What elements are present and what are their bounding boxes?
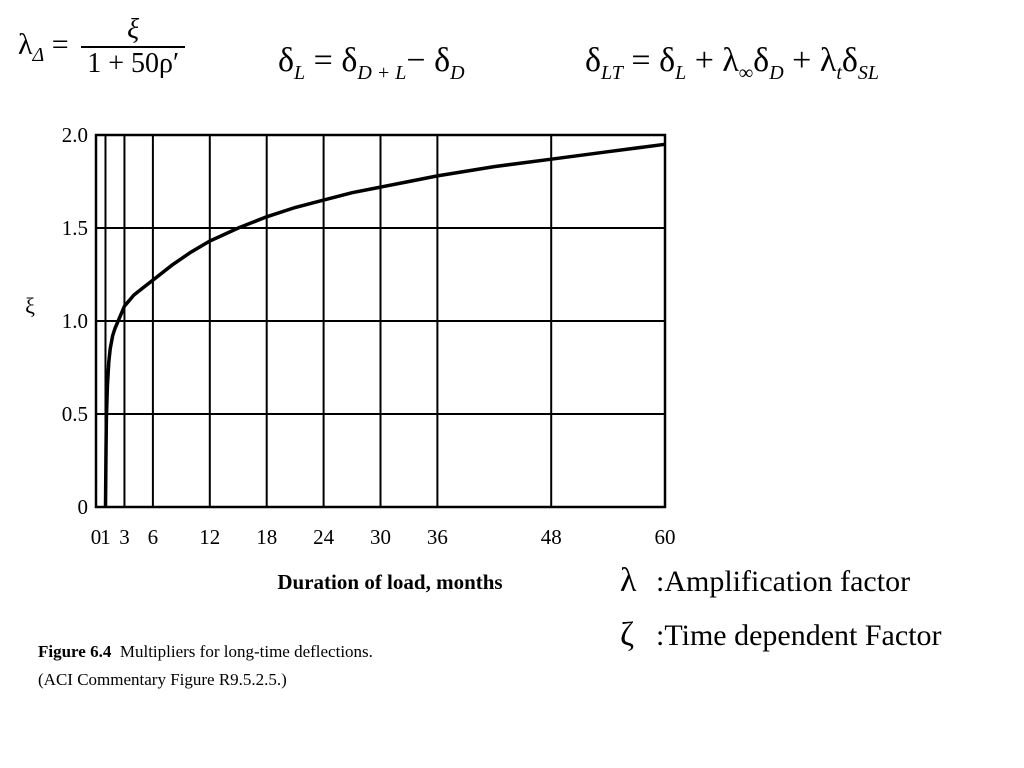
formula-term: = δ xyxy=(631,42,676,79)
formula-numerator: ξ xyxy=(81,14,186,48)
legend-time-dependent: ζ :Time dependent Factor xyxy=(620,616,942,654)
x-tick-label: 48 xyxy=(541,525,562,549)
x-tick-label: 12 xyxy=(199,525,220,549)
formula-lambda-delta: λΔ = ξ 1 + 50ρ′ xyxy=(18,14,186,80)
x-tick-label: 3 xyxy=(119,525,130,549)
figure-label: Figure 6.4 xyxy=(38,642,112,661)
chart-grid xyxy=(94,133,667,509)
y-tick-label: 0.5 xyxy=(62,402,88,426)
figure-source: (ACI Commentary Figure R9.5.2.5.) xyxy=(38,670,287,689)
formula-sub: D + L xyxy=(357,61,407,84)
multiplier-curve xyxy=(103,142,666,508)
legend-text: :Amplification factor xyxy=(656,565,911,598)
formula-term: + λ xyxy=(792,42,837,79)
x-tick-label: 60 xyxy=(655,525,676,549)
x-tick-label: 36 xyxy=(427,525,448,549)
formula-sub: SL xyxy=(857,61,880,84)
x-axis-label: Duration of load, months xyxy=(277,570,502,594)
formula-term: + λ xyxy=(694,42,739,79)
formula-term: δ xyxy=(278,42,295,79)
zeta-symbol: ζ xyxy=(620,616,635,653)
y-tick-label: 1.5 xyxy=(62,216,88,240)
y-tick-label: 1.0 xyxy=(62,309,88,333)
formula-delta-l: δL = δD + L− δD xyxy=(278,42,465,85)
formula-fraction: ξ 1 + 50ρ′ xyxy=(81,14,186,80)
legend-amplification: λ :Amplification factor xyxy=(620,562,910,600)
x-tick-label: 0 xyxy=(91,525,102,549)
formula-sub: L xyxy=(675,61,687,84)
y-axis-label: ξ xyxy=(25,293,35,318)
formula-sub: D xyxy=(450,61,465,84)
x-tick-label: 24 xyxy=(313,525,335,549)
x-tick-label: 18 xyxy=(256,525,277,549)
formula-sub: t xyxy=(836,61,842,84)
figure-caption: Figure 6.4 Multipliers for long-time def… xyxy=(38,638,373,694)
formula-lhs-sub: Δ xyxy=(32,43,45,66)
formula-term: = δ xyxy=(313,42,358,79)
x-tick-label: 1 xyxy=(100,525,111,549)
x-tick-label: 30 xyxy=(370,525,391,549)
formula-term: − δ xyxy=(406,42,451,79)
plot-frame xyxy=(94,133,667,509)
formula-sub: D xyxy=(769,61,784,84)
formula-term: δ xyxy=(841,42,858,79)
formula-term: δ xyxy=(585,42,602,79)
figure-text: Multipliers for long-time deflections. xyxy=(119,642,373,661)
y-tick-label: 0 xyxy=(78,495,89,519)
formula-bar: λΔ = ξ 1 + 50ρ′ δL = δD + L− δD δLT = δL… xyxy=(0,0,1024,110)
legend-text: :Time dependent Factor xyxy=(656,619,942,652)
formula-denominator: 1 + 50ρ′ xyxy=(87,48,180,79)
formula-delta-lt: δLT = δL + λ∞δD + λtδSL xyxy=(585,42,879,85)
formula-lhs: λ xyxy=(18,27,33,61)
formula-term: δ xyxy=(753,42,770,79)
y-tick-label: 2.0 xyxy=(62,123,88,147)
formula-sub: L xyxy=(294,61,306,84)
x-tick-label: 6 xyxy=(148,525,159,549)
lambda-symbol: λ xyxy=(620,562,637,599)
formula-sub: LT xyxy=(601,61,623,84)
formula-sub: ∞ xyxy=(738,61,754,84)
